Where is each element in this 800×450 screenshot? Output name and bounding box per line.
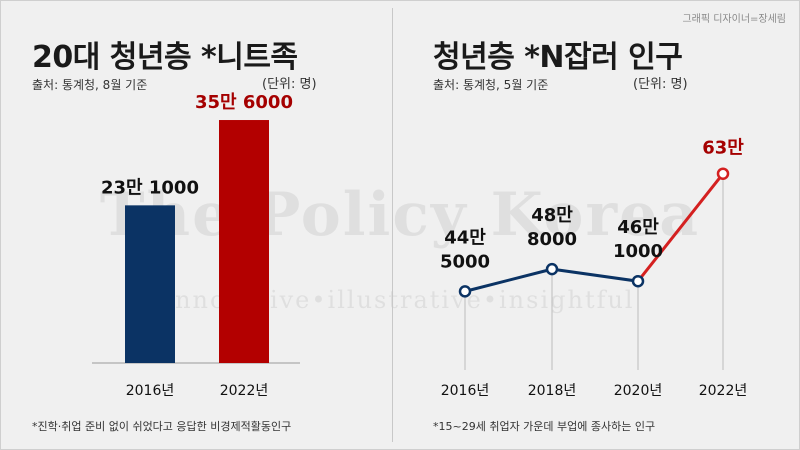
njob-title: 청년층 *N잡러 인구 xyxy=(433,40,683,75)
line-point-3 xyxy=(631,274,645,288)
line-segment-2 xyxy=(550,267,640,283)
line-category-label: 2018년 xyxy=(528,383,577,399)
designer-credit: 그래픽 디자이너=장세림 xyxy=(682,14,786,25)
line-category-label: 2016년 xyxy=(441,383,490,399)
bar-category-label: 2022년 xyxy=(220,383,269,399)
line-value-label: 48만 xyxy=(531,205,573,226)
neet-footnote: *진학·취업 준비 없이 쉬었다고 응답한 비경제적활동인구 xyxy=(32,420,292,433)
line-value-label: 44만 xyxy=(444,227,486,248)
neet-panel: 20대 청년층 *니트족 출처: 통계청, 8월 기준 (단위: 명) *진학·… xyxy=(0,0,392,450)
line-point-1 xyxy=(458,285,472,298)
neet-source: 출처: 통계청, 8월 기준 xyxy=(32,78,148,92)
njob-panel: 청년층 *N잡러 인구 출처: 통계청, 5월 기준 (단위: 명) *15~2… xyxy=(393,0,800,450)
bar-2 xyxy=(219,120,269,363)
line-value-label: 63만 xyxy=(702,138,744,159)
neet-unit: (단위: 명) xyxy=(262,77,317,92)
njob-source: 출처: 통계청, 5월 기준 xyxy=(433,78,549,92)
line-value-label: 8000 xyxy=(527,229,577,250)
line-point-2 xyxy=(545,262,559,276)
line-segment-3 xyxy=(636,172,725,283)
bar-1 xyxy=(125,205,175,363)
line-category-label: 2020년 xyxy=(614,383,663,399)
panel-divider xyxy=(392,8,393,442)
bar-value-label: 23만 1000 xyxy=(101,177,199,198)
bar-value-label: 35만 6000 xyxy=(195,92,293,113)
neet-title: 20대 청년층 *니트족 xyxy=(32,40,298,75)
bar-category-label: 2016년 xyxy=(126,383,175,399)
line-category-label: 2022년 xyxy=(699,383,748,399)
line-value-label: 1000 xyxy=(613,241,663,262)
line-point-4 xyxy=(716,167,730,180)
line-segment-1 xyxy=(463,267,554,293)
njob-footnote: *15~29세 취업자 가운데 부업에 종사하는 인구 xyxy=(433,420,656,433)
line-value-label: 46만 xyxy=(617,217,659,238)
line-value-label: 5000 xyxy=(440,251,490,272)
njob-unit: (단위: 명) xyxy=(633,77,688,92)
